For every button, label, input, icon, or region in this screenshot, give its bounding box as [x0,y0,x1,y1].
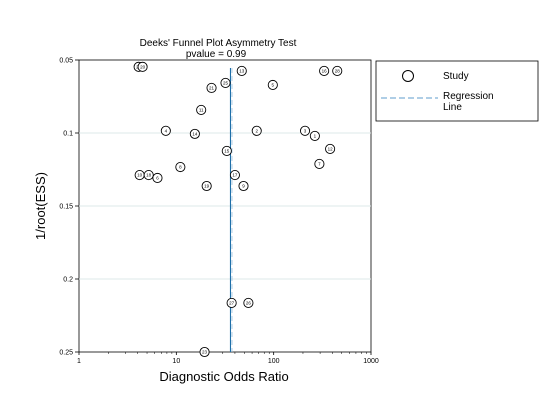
y-axis-label: 1/root(ESS) [33,172,48,240]
study-point [199,346,210,358]
study-point-label: 4 [165,128,168,133]
study-point [319,65,330,76]
study-point-label: 19 [204,183,210,188]
study-point-label: 26 [246,300,252,305]
legend-box [375,60,539,122]
study-point-label: 11 [199,107,204,112]
y-tick-label: 0.05 [59,58,73,65]
study-point [221,145,232,157]
study-point-label: 16 [322,68,328,73]
study-point [137,61,148,72]
study-point-label: 28 [335,68,341,73]
legend-regression-label-line: Regression [443,91,494,102]
study-point [196,104,207,115]
study-point-label: 23 [202,350,208,355]
study-point [175,161,186,173]
legend-regression-label-line: Line [443,102,462,113]
grid-lines [79,132,371,280]
study-point-label: 10 [137,173,143,178]
study-point-label: 12 [328,146,334,151]
study-point-label: 8 [179,165,182,170]
y-tick-label: 0.15 [59,204,73,211]
study-point [309,130,320,141]
study-point-label: 18 [146,173,152,178]
legend-regression-label: Regression Line [443,91,494,113]
study-point-label: 3 [304,128,307,133]
x-tick-label: 1 [77,358,81,365]
legend-study-marker [402,70,414,82]
study-point [143,169,154,181]
y-tick-label: 0.25 [59,350,73,357]
study-point-label: 27 [229,300,235,305]
study-point [236,65,247,76]
study-point [201,180,212,192]
x-tick-label: 100 [268,358,280,365]
study-point-label: 5 [272,82,275,87]
chart-title: Deeks' Funnel Plot Asymmetry Test [140,38,297,49]
study-point [332,65,343,76]
study-point [226,297,237,308]
y-axis-ticks: 0.05 0.1 0.15 0.2 0.25 [59,58,79,357]
study-point [206,82,217,93]
study-point-label: 9 [242,183,245,188]
chart-subtitle: pvalue = 0.99 [186,49,247,60]
x-axis-label: Diagnostic Odds Ratio [159,369,288,384]
study-point-label: 2 [255,128,258,133]
x-tick-label: 1000 [363,358,379,365]
study-point-label: 14 [192,131,198,136]
study-point [189,128,200,139]
study-point-label: 7 [318,161,321,166]
y-tick-label: 0.1 [63,131,73,138]
study-point [251,125,262,136]
study-point-label: 17 [232,173,238,178]
legend-study-label: Study [443,71,469,82]
study-point-label: 15 [224,148,230,153]
study-point-label: 1 [314,133,317,138]
study-point [314,158,325,170]
study-point [243,297,254,308]
study-point [267,79,278,91]
study-point-label: 21 [209,85,215,90]
x-tick-label: 10 [172,358,180,365]
legend: Study Regression Line [375,60,539,122]
study-point [220,77,231,88]
y-tick-label: 0.2 [63,277,73,284]
study-point-label: 20 [140,64,146,69]
data-points: 2420131628255211141423112157817101861992… [133,61,343,358]
study-point [238,180,249,192]
study-point [160,125,171,136]
study-point-label: 6 [156,175,159,180]
study-point [299,125,311,136]
study-point [325,143,336,154]
study-point [229,169,240,181]
study-point-label: 25 [223,80,229,85]
study-point-label: 13 [239,68,245,73]
study-point [152,172,163,184]
x-axis-ticks: 1 10 100 1000 [77,352,379,365]
